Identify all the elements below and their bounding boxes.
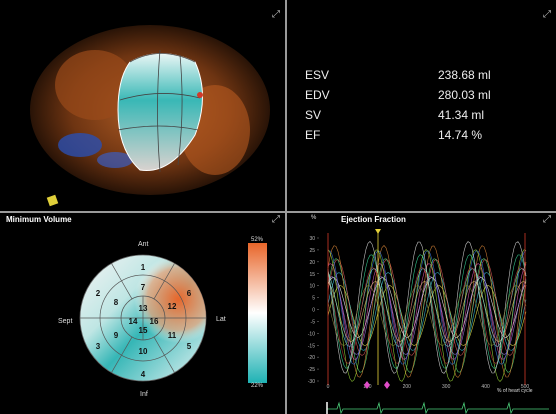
- x-tick-label: 0: [327, 384, 330, 390]
- segment-label: 16: [150, 317, 159, 326]
- ef-curve-chart: 302520151050-5-10-15-20-25-3001002003004…: [308, 229, 549, 414]
- volume-render-panel[interactable]: ⤢: [0, 0, 285, 211]
- segment-label: 6: [187, 289, 192, 298]
- bullseye-plot: 1 2 3 4 5 6 7 8 9 10 11 12 13 14 15 16: [79, 243, 267, 383]
- segment-ef-curve: [327, 258, 527, 373]
- segment-ef-curve: [327, 285, 527, 346]
- y-tick-label: 5: [312, 296, 315, 302]
- metric-value: 14.74 %: [438, 128, 483, 142]
- volume-render-image[interactable]: [0, 0, 285, 211]
- panel-title: Minimum Volume: [6, 215, 72, 224]
- chart-axes: 302520151050-5-10-15-20-25-3001002003004…: [308, 236, 530, 390]
- metric-label: EDV: [305, 88, 330, 102]
- y-tick-label: -30: [308, 379, 315, 385]
- y-tick-label: -5: [311, 319, 316, 325]
- panel-divider: [0, 211, 556, 213]
- segment-label: 3: [96, 342, 101, 351]
- segment-ef-curve: [327, 241, 527, 374]
- expand-icon[interactable]: ⤢: [272, 214, 280, 225]
- segment-ef-curve: [327, 259, 527, 356]
- x-axis-label: % of heart cycle: [497, 388, 533, 394]
- segment-label: 2: [96, 289, 101, 298]
- metric-label: ESV: [305, 68, 330, 82]
- x-tick-label: 400: [481, 384, 490, 390]
- segment-ef-curve: [327, 267, 527, 364]
- y-tick-label: -25: [308, 367, 315, 373]
- x-tick-label: 500: [521, 384, 530, 390]
- y-tick-label: 20: [309, 260, 315, 266]
- expand-icon[interactable]: ⤢: [543, 9, 551, 20]
- volume-metrics-panel: ⤢ ESV 238.68 ml EDV 280.03 ml SV 41.34 m…: [287, 0, 556, 211]
- cycle-marker-handle[interactable]: [375, 229, 381, 234]
- systole-marker-icon: [384, 381, 390, 389]
- orientation-inferior: Inf: [140, 391, 148, 398]
- metric-value: 280.03 ml: [438, 88, 491, 102]
- y-tick-label: 30: [309, 236, 315, 242]
- y-tick-label: -20: [308, 355, 315, 361]
- panel-title: Ejection Fraction: [341, 215, 406, 224]
- segment-label: 15: [139, 326, 148, 335]
- y-tick-label: 15: [309, 272, 315, 278]
- ejection-fraction-panel: % Ejection Fraction ⤢ 30 25 20 15 10 5 0 -5 -10 -…: [287, 213, 556, 414]
- orientation-lateral: Lat: [216, 316, 226, 323]
- x-tick-label: 200: [403, 384, 412, 390]
- scale-min-label: 22%: [251, 383, 264, 389]
- scale-max-label: 52%: [251, 237, 264, 243]
- x-tick-label: 300: [442, 384, 451, 390]
- segment-label: 14: [129, 317, 138, 326]
- y-tick-label: 0: [312, 308, 315, 314]
- segment-label: 10: [139, 347, 148, 356]
- ecg-trace: [327, 401, 549, 414]
- segment-label: 4: [141, 370, 146, 379]
- metric-value: 41.34 ml: [438, 108, 485, 122]
- segment-label: 1: [141, 263, 146, 272]
- segment-ef-curve: [327, 276, 527, 355]
- expand-icon[interactable]: ⤢: [543, 214, 551, 225]
- metric-value: 238.68 ml: [438, 68, 491, 82]
- y-tick-label: 25: [309, 248, 315, 254]
- y-tick-label: 10: [309, 284, 315, 290]
- expand-icon[interactable]: ⤢: [272, 9, 280, 20]
- metric-label: SV: [305, 108, 322, 122]
- diastole-marker-icon: [364, 381, 370, 389]
- metric-label: EF: [305, 128, 321, 142]
- segment-ef-curve: [327, 249, 527, 382]
- segment-label: 7: [141, 283, 146, 292]
- segment-ef-curve: [327, 281, 527, 342]
- y-tick-label: -15: [308, 343, 315, 349]
- ef-curves: [327, 241, 527, 382]
- segment-label: 8: [114, 298, 119, 307]
- segment-label: 12: [168, 302, 177, 311]
- segment-label: 9: [114, 331, 119, 340]
- segment-label: 5: [187, 342, 192, 351]
- orientation-anterior: Ant: [138, 241, 149, 248]
- bullseye-panel: Minimum Volume ⤢: [0, 213, 285, 414]
- segment-label: 11: [168, 331, 177, 340]
- y-unit-label: %: [311, 215, 317, 221]
- y-tick-label: -10: [308, 331, 315, 337]
- panel-divider: [285, 0, 287, 414]
- color-scale-bar: [248, 243, 267, 383]
- segment-label: 13: [139, 304, 148, 313]
- orientation-septal: Sept: [58, 318, 73, 325]
